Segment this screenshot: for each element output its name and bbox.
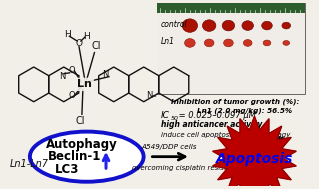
Text: Autophagy: Autophagy (46, 138, 118, 151)
Ellipse shape (242, 21, 254, 30)
Ellipse shape (224, 39, 233, 47)
FancyBboxPatch shape (157, 3, 305, 13)
Text: H: H (64, 30, 71, 39)
Text: Cl: Cl (75, 116, 85, 126)
Ellipse shape (243, 40, 252, 46)
Ellipse shape (262, 21, 272, 30)
Text: N: N (146, 91, 153, 100)
Ellipse shape (263, 40, 271, 46)
Ellipse shape (182, 19, 197, 32)
Ellipse shape (30, 132, 144, 182)
Text: N: N (102, 70, 108, 79)
Text: LC3: LC3 (55, 163, 80, 176)
Ellipse shape (185, 39, 195, 47)
Text: IC: IC (161, 111, 170, 120)
Text: high anticancer activity: high anticancer activity (161, 120, 262, 129)
Text: Inhibition of tumor growth (%):: Inhibition of tumor growth (%): (171, 98, 299, 105)
Text: A549/DDP cells: A549/DDP cells (142, 144, 197, 150)
Ellipse shape (202, 20, 216, 31)
Text: O: O (76, 39, 83, 48)
Text: control: control (161, 20, 188, 29)
Text: induce cell apoptosis and autophagy: induce cell apoptosis and autophagy (161, 131, 290, 138)
Text: Ln1-Ln7: Ln1-Ln7 (10, 159, 48, 169)
Text: = 0.025–0.097 μM: = 0.025–0.097 μM (176, 111, 256, 120)
Text: 50: 50 (171, 116, 179, 121)
Text: H: H (83, 32, 90, 41)
Ellipse shape (222, 20, 235, 31)
Text: N: N (59, 72, 65, 81)
Text: Ln: Ln (78, 79, 92, 89)
Text: Beclin-1: Beclin-1 (48, 150, 101, 163)
FancyBboxPatch shape (157, 13, 305, 94)
Text: Ln1: Ln1 (161, 37, 175, 46)
Text: =: = (151, 93, 156, 99)
Polygon shape (213, 116, 296, 189)
Text: overcoming cisplatin resistance: overcoming cisplatin resistance (132, 165, 244, 171)
Ellipse shape (204, 39, 214, 47)
Text: Ln1 (2.0 mg/kg): 56.5%: Ln1 (2.0 mg/kg): 56.5% (197, 107, 293, 114)
Text: Cl: Cl (92, 41, 101, 51)
Ellipse shape (282, 22, 291, 29)
Text: Apoptosis: Apoptosis (216, 152, 293, 166)
Ellipse shape (283, 40, 290, 45)
FancyBboxPatch shape (157, 3, 305, 94)
Text: O: O (68, 91, 75, 100)
Text: O: O (68, 66, 75, 75)
